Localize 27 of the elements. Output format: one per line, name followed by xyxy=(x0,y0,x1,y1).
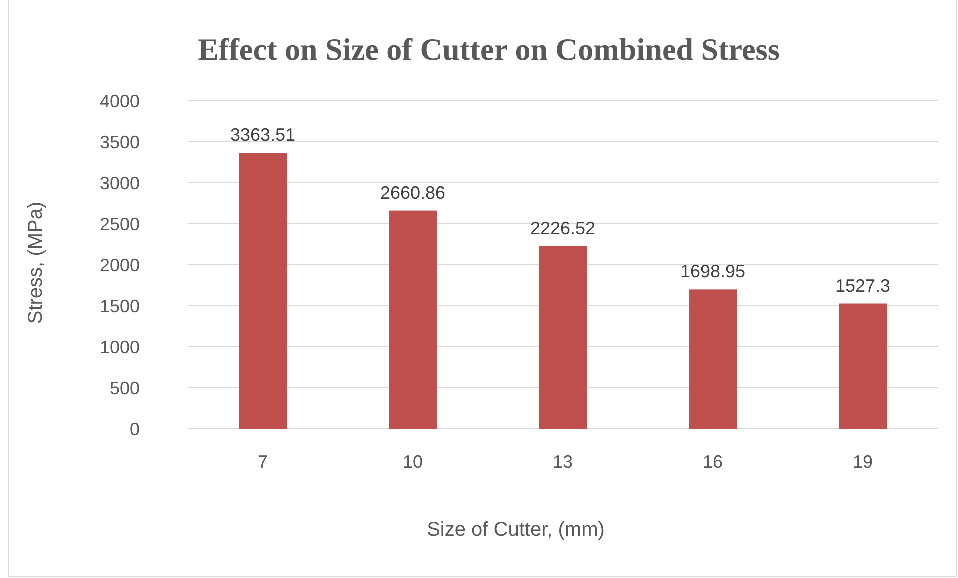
bar xyxy=(689,290,737,429)
y-tick-label: 0 xyxy=(130,419,140,440)
x-tick-label: 10 xyxy=(402,452,424,472)
data-label: 2660.86 xyxy=(380,182,446,203)
x-axis-title: Size of Cutter, (mm) xyxy=(427,519,605,541)
y-tick-label: 4000 xyxy=(100,91,140,112)
y-tick-label: 2500 xyxy=(100,214,140,234)
bar xyxy=(539,246,587,429)
x-tick-label: 16 xyxy=(702,452,724,472)
x-tick-label: 19 xyxy=(852,452,874,472)
y-tick-label: 2000 xyxy=(100,255,140,276)
data-label: 2226.52 xyxy=(530,218,596,238)
y-tick-label: 500 xyxy=(110,378,140,398)
data-label: 1698.95 xyxy=(680,262,746,282)
bar xyxy=(389,210,437,429)
y-tick-label: 3500 xyxy=(100,132,140,152)
x-tick-label: 13 xyxy=(552,452,574,472)
data-label: 1527.3 xyxy=(835,276,891,296)
x-tick-label: 7 xyxy=(258,452,268,472)
y-tick-label: 1000 xyxy=(100,337,140,358)
bar xyxy=(839,304,887,429)
data-label: 3363.51 xyxy=(230,125,296,146)
y-axis-title: Stress, (MPa) xyxy=(25,202,47,324)
y-tick-label: 1500 xyxy=(100,296,140,316)
chart-title: Effect on Size of Cutter on Combined Stress xyxy=(198,32,780,67)
bar xyxy=(239,153,287,429)
y-tick-label: 3000 xyxy=(100,173,140,194)
